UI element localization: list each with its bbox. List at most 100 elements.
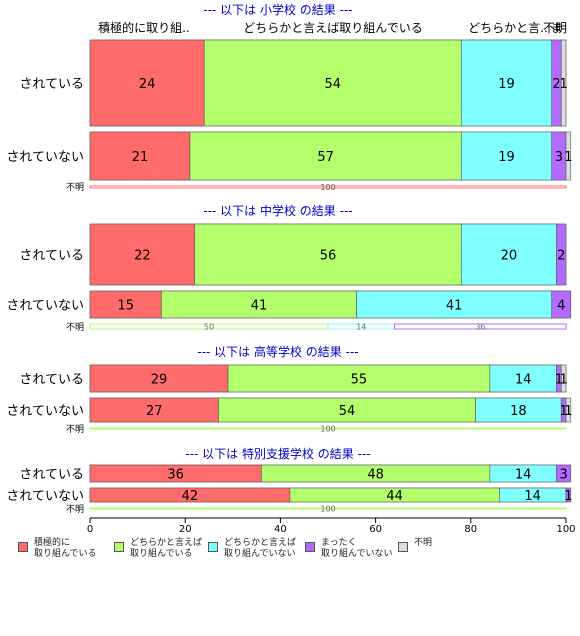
legend-label: まったく 取り組んでいない bbox=[321, 538, 393, 559]
bar-row-segment bbox=[356, 290, 553, 319]
row-label: されている bbox=[19, 468, 84, 483]
bar-row-value-label: 1 bbox=[555, 373, 563, 388]
row-label: されている bbox=[19, 373, 84, 388]
unknown-row-segment bbox=[89, 427, 567, 430]
unknown-row-label: 不明 bbox=[66, 424, 84, 435]
unknown-row-segment bbox=[394, 323, 567, 330]
bar-row-segment bbox=[560, 39, 567, 127]
bar-row-segment bbox=[556, 464, 572, 483]
legend-swatch bbox=[305, 542, 315, 552]
bar-row-value-label: 55 bbox=[351, 373, 368, 388]
bar-row-value-label: 4 bbox=[557, 299, 565, 314]
legend-swatch bbox=[208, 542, 218, 552]
bar-row-value-label: 48 bbox=[367, 468, 384, 483]
legend-swatch bbox=[114, 542, 124, 552]
bar-row-value-label: 27 bbox=[146, 404, 163, 419]
bar-row-value-label: 22 bbox=[134, 249, 151, 264]
bar-row-value-label: 14 bbox=[515, 373, 532, 388]
row-label: されていない bbox=[6, 404, 84, 419]
bar-row-value-label: 1 bbox=[564, 150, 572, 165]
bar-row-segment bbox=[460, 223, 557, 286]
legend-item: 不明 bbox=[398, 538, 432, 552]
bar-row-segment bbox=[475, 397, 562, 423]
legend-label: 積極的に 取り組んでいる bbox=[34, 538, 97, 559]
header-label: どちらかと言えば取り組んでいる bbox=[243, 21, 422, 35]
bar-row-segment bbox=[560, 364, 567, 393]
panel-title: --- 以下は 中学校 の結果 --- bbox=[203, 203, 352, 218]
unknown-row-label: 不明 bbox=[66, 322, 84, 333]
bar-row-value-label: 15 bbox=[117, 299, 134, 314]
legend-swatch bbox=[18, 542, 28, 552]
bar-row-value-label: 1 bbox=[559, 373, 567, 388]
row-label: されていない bbox=[6, 299, 84, 314]
x-tick-label: 80 bbox=[464, 524, 477, 535]
bar-row-value-label: 1 bbox=[559, 404, 567, 419]
unknown-row-value-label: 100 bbox=[320, 425, 335, 434]
bar-row-value-label: 21 bbox=[132, 150, 149, 165]
bar-row-value-label: 41 bbox=[446, 299, 463, 314]
header-label: 不明 bbox=[543, 21, 567, 35]
unknown-row-value-label: 50 bbox=[204, 323, 214, 332]
bar-row-value-label: 1 bbox=[559, 77, 567, 92]
unknown-row-segment bbox=[89, 507, 567, 510]
panel-title: --- 以下は 小学校 の結果 --- bbox=[203, 2, 352, 17]
unknown-row-value-label: 14 bbox=[356, 323, 366, 332]
x-tick-label: 60 bbox=[369, 524, 382, 535]
legend-item: 積極的に 取り組んでいる bbox=[18, 538, 97, 560]
bar-row-value-label: 56 bbox=[320, 249, 337, 264]
bar-row-value-label: 1 bbox=[564, 489, 572, 504]
unknown-row-value-label: 100 bbox=[320, 505, 335, 514]
row-label: されていない bbox=[6, 489, 84, 504]
bar-row-value-label: 18 bbox=[510, 404, 527, 419]
bar-row-value-label: 19 bbox=[498, 150, 515, 165]
header-label: ま bbox=[551, 21, 563, 35]
bar-row-segment bbox=[89, 39, 205, 127]
bar-row-value-label: 41 bbox=[251, 299, 268, 314]
unknown-row-value-label: 100 bbox=[320, 183, 335, 192]
chart-legend: 積極的に 取り組んでいる どちらかと言えば 取り組んでいる どちらかと言えば 取り組… bbox=[18, 538, 578, 578]
bar-row-value-label: 42 bbox=[182, 489, 199, 504]
bar-row-value-label: 54 bbox=[339, 404, 356, 419]
bar-row-value-label: 29 bbox=[151, 373, 168, 388]
row-label: されていない bbox=[6, 150, 84, 165]
bar-row-segment bbox=[189, 131, 462, 181]
bar-row-segment bbox=[194, 223, 462, 286]
bar-row-segment bbox=[89, 290, 162, 319]
bar-row-value-label: 14 bbox=[515, 468, 532, 483]
x-tick-label: 20 bbox=[179, 524, 192, 535]
x-tick-label: 100 bbox=[556, 524, 575, 535]
bar-row-segment bbox=[203, 39, 462, 127]
legend-item: まったく 取り組んでいない bbox=[305, 538, 393, 560]
bar-row-segment bbox=[161, 290, 357, 319]
bar-row-value-label: 24 bbox=[139, 77, 156, 92]
bar-row-segment bbox=[89, 364, 229, 393]
bar-row-segment bbox=[556, 223, 567, 286]
bar-row-segment bbox=[551, 290, 572, 319]
panel-title: --- 以下は 特別支援学校 の結果 --- bbox=[185, 446, 370, 461]
unknown-row-label: 不明 bbox=[66, 182, 84, 193]
unknown-row-value-label: 36 bbox=[475, 323, 485, 332]
row-label: されている bbox=[19, 249, 84, 264]
bar-row-value-label: 36 bbox=[167, 468, 184, 483]
bar-row-value-label: 1 bbox=[564, 404, 572, 419]
legend-label: 不明 bbox=[414, 538, 433, 548]
bar-row-segment bbox=[89, 131, 191, 181]
bar-row-segment bbox=[565, 131, 572, 181]
x-tick-label: 40 bbox=[274, 524, 287, 535]
bar-row-segment bbox=[565, 397, 572, 423]
bar-row-segment bbox=[565, 487, 572, 503]
bar-row-segment bbox=[460, 39, 553, 127]
bar-row-segment bbox=[460, 131, 553, 181]
bar-row-value-label: 14 bbox=[524, 489, 541, 504]
legend-item: どちらかと言えば 取り組んでいる bbox=[114, 538, 202, 560]
bar-row-segment bbox=[489, 364, 557, 393]
legend-item: どちらかと言えば 取り組んでいない bbox=[208, 538, 296, 560]
row-label: されている bbox=[19, 77, 84, 92]
panel-title: --- 以下は 高等学校 の結果 --- bbox=[197, 344, 358, 359]
bar-row-segment bbox=[89, 397, 219, 423]
bar-row-value-label: 2 bbox=[552, 77, 560, 92]
bar-row-value-label: 54 bbox=[324, 77, 341, 92]
bar-row-value-label: 57 bbox=[317, 150, 334, 165]
header-label: どちらかと言.. bbox=[468, 21, 548, 35]
